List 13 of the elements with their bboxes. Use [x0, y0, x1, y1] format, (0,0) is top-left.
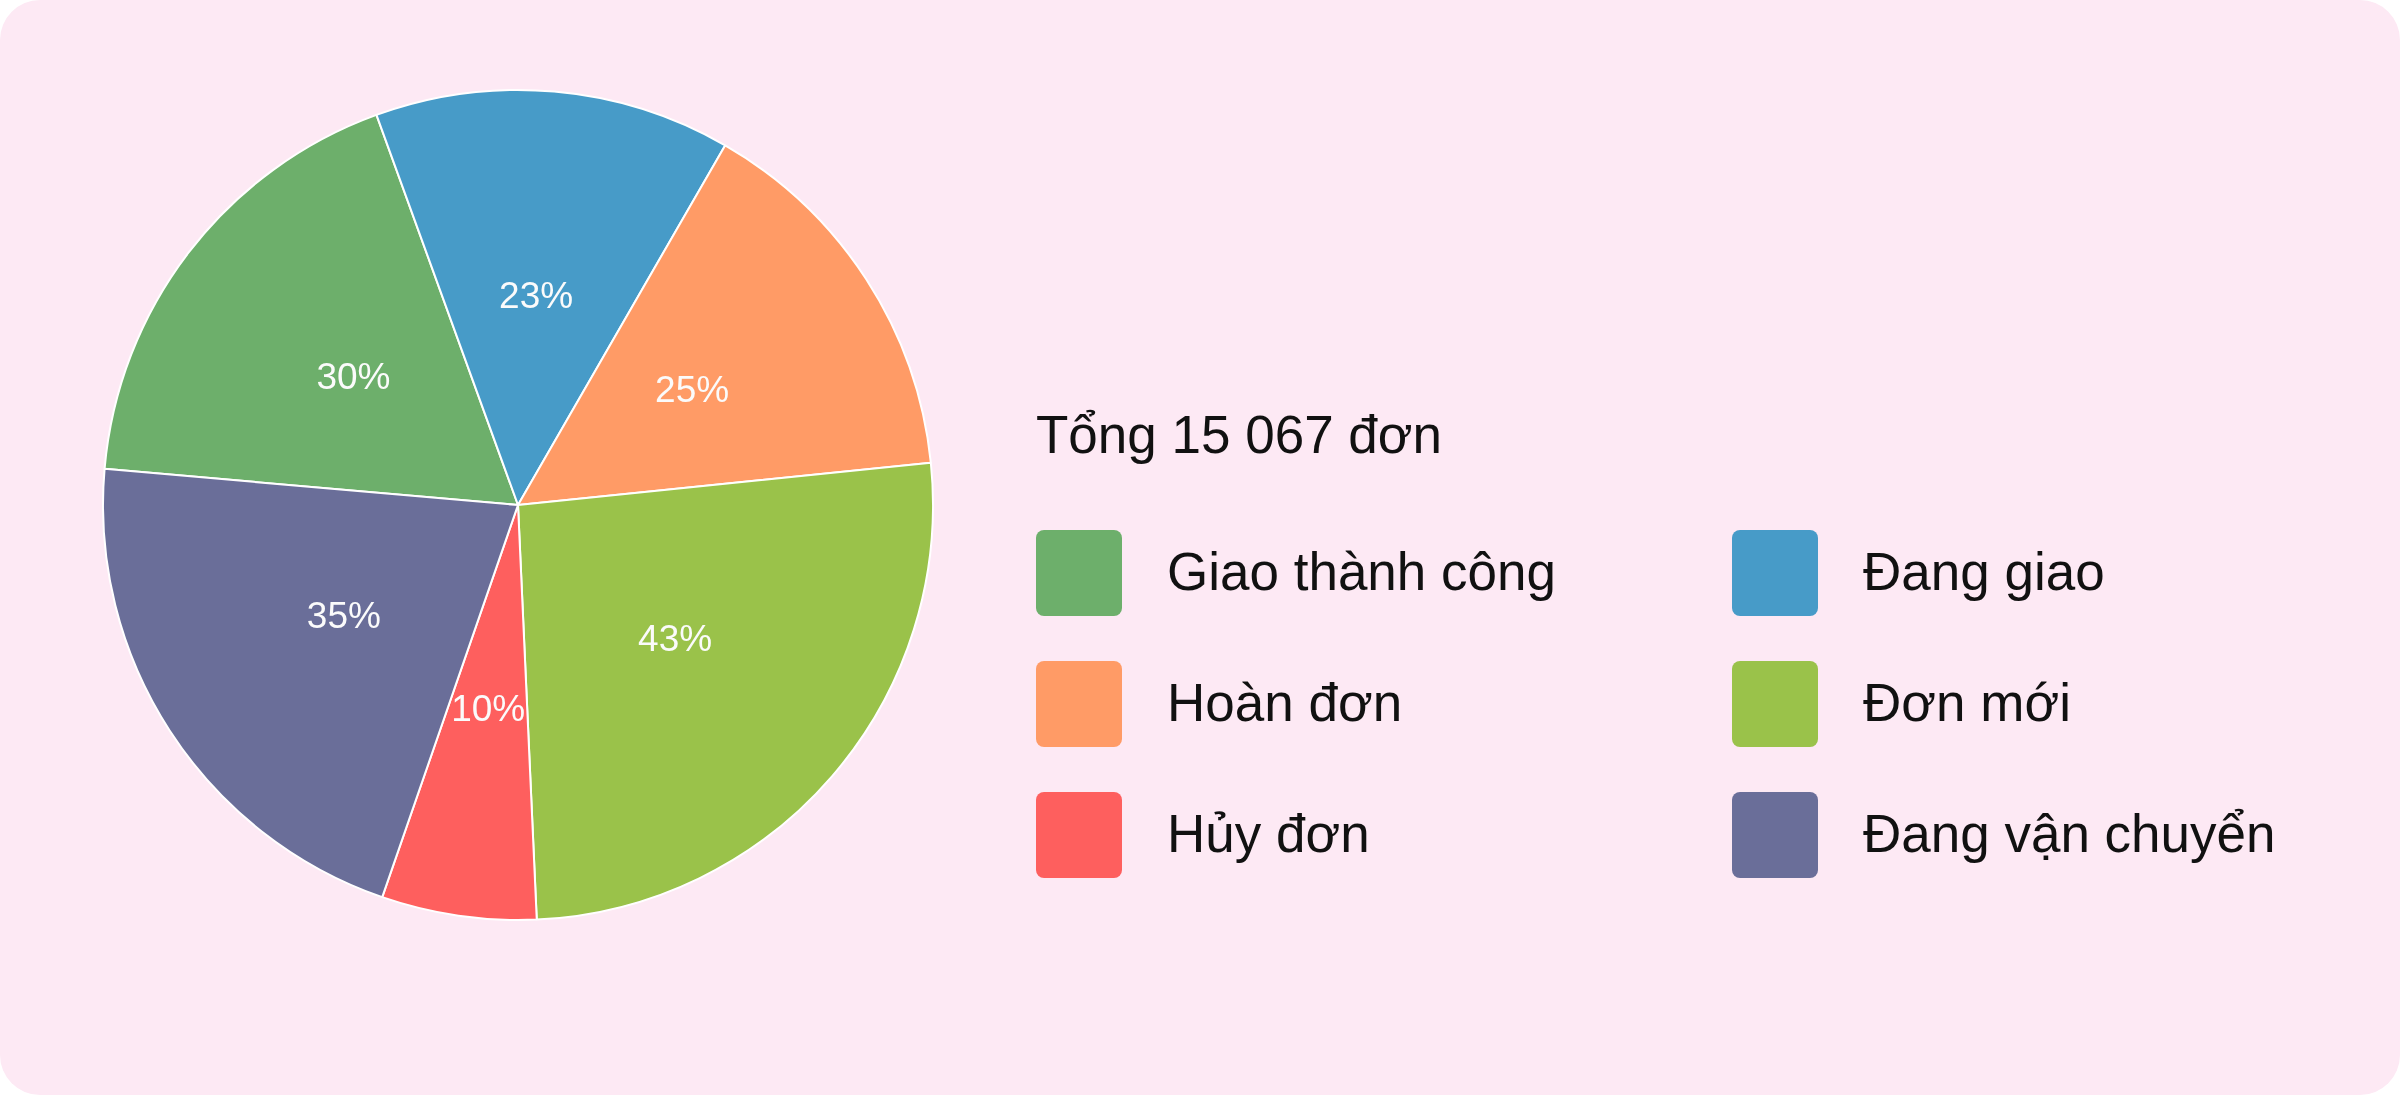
data-label: 43% [638, 617, 713, 659]
legend-label: Đơn mới [1863, 672, 2071, 732]
legend-label: Đang vận chuyển [1863, 803, 2276, 863]
legend-label: Đang giao [1863, 541, 2105, 601]
legend-label: Hoàn đơn [1167, 672, 1403, 732]
data-label: 23% [499, 275, 574, 317]
legend-title: Tổng 15 067 đơn [1036, 405, 1443, 464]
data-label: 25% [655, 369, 730, 411]
legend-label: Hủy đơn [1167, 803, 1370, 863]
data-label: 30% [316, 355, 391, 397]
data-label: 10% [451, 687, 526, 729]
legend-label: Giao thành công [1167, 541, 1556, 601]
data-label: 35% [306, 595, 381, 637]
